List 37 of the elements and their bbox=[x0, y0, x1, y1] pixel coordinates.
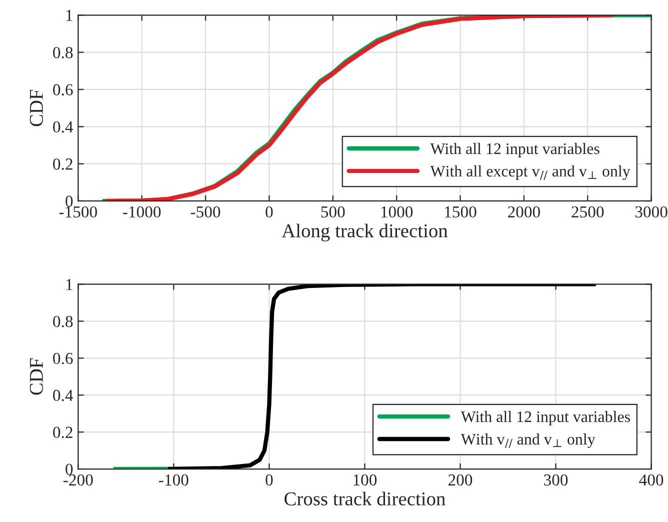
x-axis-title: Cross track direction bbox=[284, 492, 446, 506]
legend-label: With all except v$_{//}$ and v$_{⊥}$ only bbox=[430, 165, 630, 180]
y-tick-label: 0 bbox=[66, 196, 73, 207]
x-tick-label: 500 bbox=[321, 206, 345, 218]
x-axis-title: Along track direction bbox=[282, 224, 448, 242]
y-tick-label: 0.6 bbox=[53, 84, 73, 96]
x-tick-label: -500 bbox=[190, 206, 220, 218]
y-tick-label: 0.2 bbox=[53, 158, 72, 170]
y-tick-label: 1 bbox=[66, 10, 72, 21]
y-tick-label: 0.6 bbox=[53, 352, 73, 364]
x-tick-label: -1500 bbox=[59, 206, 97, 218]
y-tick-label: 0.8 bbox=[53, 47, 73, 58]
x-tick-label: 2500 bbox=[572, 206, 604, 218]
y-axis-title: CDF bbox=[30, 90, 43, 126]
y-axis-title: CDF bbox=[30, 358, 43, 395]
legend-label: With all 12 input variables bbox=[430, 142, 600, 158]
x-tick-label: 1000 bbox=[381, 206, 413, 218]
x-tick-label: 1500 bbox=[445, 206, 476, 218]
x-tick-label: 300 bbox=[544, 474, 568, 486]
x-tick-label: 2000 bbox=[508, 206, 540, 218]
x-tick-label: 3000 bbox=[635, 206, 668, 218]
y-tick-label: 0.4 bbox=[53, 121, 74, 133]
x-tick-label: 0 bbox=[266, 474, 273, 486]
y-tick-label: 1 bbox=[66, 279, 72, 290]
y-tick-label: 0.4 bbox=[53, 390, 74, 402]
x-tick-label: -200 bbox=[64, 474, 93, 486]
x-tick-label: 400 bbox=[639, 474, 664, 486]
x-tick-label: 0 bbox=[266, 206, 273, 218]
y-tick-label: 0.8 bbox=[53, 316, 73, 328]
x-tick-label: 100 bbox=[354, 474, 377, 486]
x-tick-label: -100 bbox=[159, 474, 188, 486]
x-tick-label: 200 bbox=[448, 474, 472, 486]
y-tick-label: 0 bbox=[66, 464, 73, 475]
legend-label: With all 12 input variables bbox=[460, 410, 630, 426]
x-tick-label: -1000 bbox=[123, 206, 161, 218]
y-tick-label: 0.2 bbox=[53, 426, 72, 438]
legend-label: With v$_{//}$ and v$_{⊥}$ only bbox=[460, 433, 596, 448]
